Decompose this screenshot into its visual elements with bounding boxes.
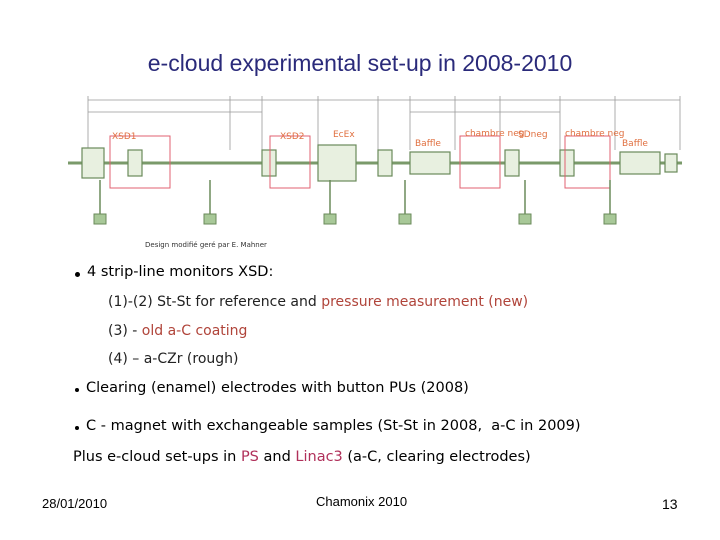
bullet bbox=[75, 426, 79, 430]
highlight: pressure measurement (new) bbox=[321, 294, 529, 310]
diagram-label: XSD1 bbox=[112, 132, 137, 142]
footer-date: 28/01/2010 bbox=[42, 496, 108, 511]
setup-diagram: XSD1 XSD2 EcEx Baffle chambre neg SDneg … bbox=[68, 96, 682, 249]
slide-title: e-cloud experimental set-up in 2008-2010 bbox=[147, 50, 573, 76]
sub-item: (1)-(2) St-St for reference and pressure… bbox=[108, 294, 528, 310]
sub-item: (4) – a-CZr (rough) bbox=[108, 351, 239, 367]
highlight: old a-C coating bbox=[141, 323, 248, 339]
highlight: Linac3 bbox=[295, 449, 343, 465]
text: Plus e-cloud set-ups in bbox=[73, 449, 241, 465]
text: (a-C, clearing electrodes) bbox=[342, 449, 531, 465]
text: and bbox=[258, 449, 296, 465]
diagram-label: SDneg bbox=[518, 130, 548, 140]
list-item: Plus e-cloud set-ups in PS and Linac3 (a… bbox=[73, 449, 531, 465]
page-number: 13 bbox=[662, 496, 678, 512]
bullet bbox=[75, 388, 79, 392]
text: (4) – a-CZr (rough) bbox=[108, 351, 239, 367]
text: (1)-(2) St-St for reference and bbox=[108, 294, 322, 310]
bullet bbox=[75, 272, 80, 277]
diagram-label: Baffle bbox=[622, 139, 648, 149]
footer-event: Chamonix 2010 bbox=[316, 494, 408, 509]
diagram-credit: Design modifié geré par E. Mahner bbox=[145, 241, 267, 249]
list-item: Clearing (enamel) electrodes with button… bbox=[86, 380, 469, 396]
diagram-label: EcEx bbox=[333, 130, 355, 140]
diagram-label: chambre neg bbox=[565, 129, 625, 139]
diagram-label: chambre neg bbox=[465, 129, 525, 139]
diagram-label: XSD2 bbox=[280, 132, 305, 142]
diagram-label: Baffle bbox=[415, 139, 441, 149]
list-item: 4 strip-line monitors XSD: bbox=[87, 264, 274, 280]
sub-item: (3) - old a-C coating bbox=[108, 323, 247, 339]
highlight: PS bbox=[240, 449, 259, 465]
list-item: C - magnet with exchangeable samples (St… bbox=[86, 418, 581, 434]
text: (3) - bbox=[108, 323, 142, 339]
